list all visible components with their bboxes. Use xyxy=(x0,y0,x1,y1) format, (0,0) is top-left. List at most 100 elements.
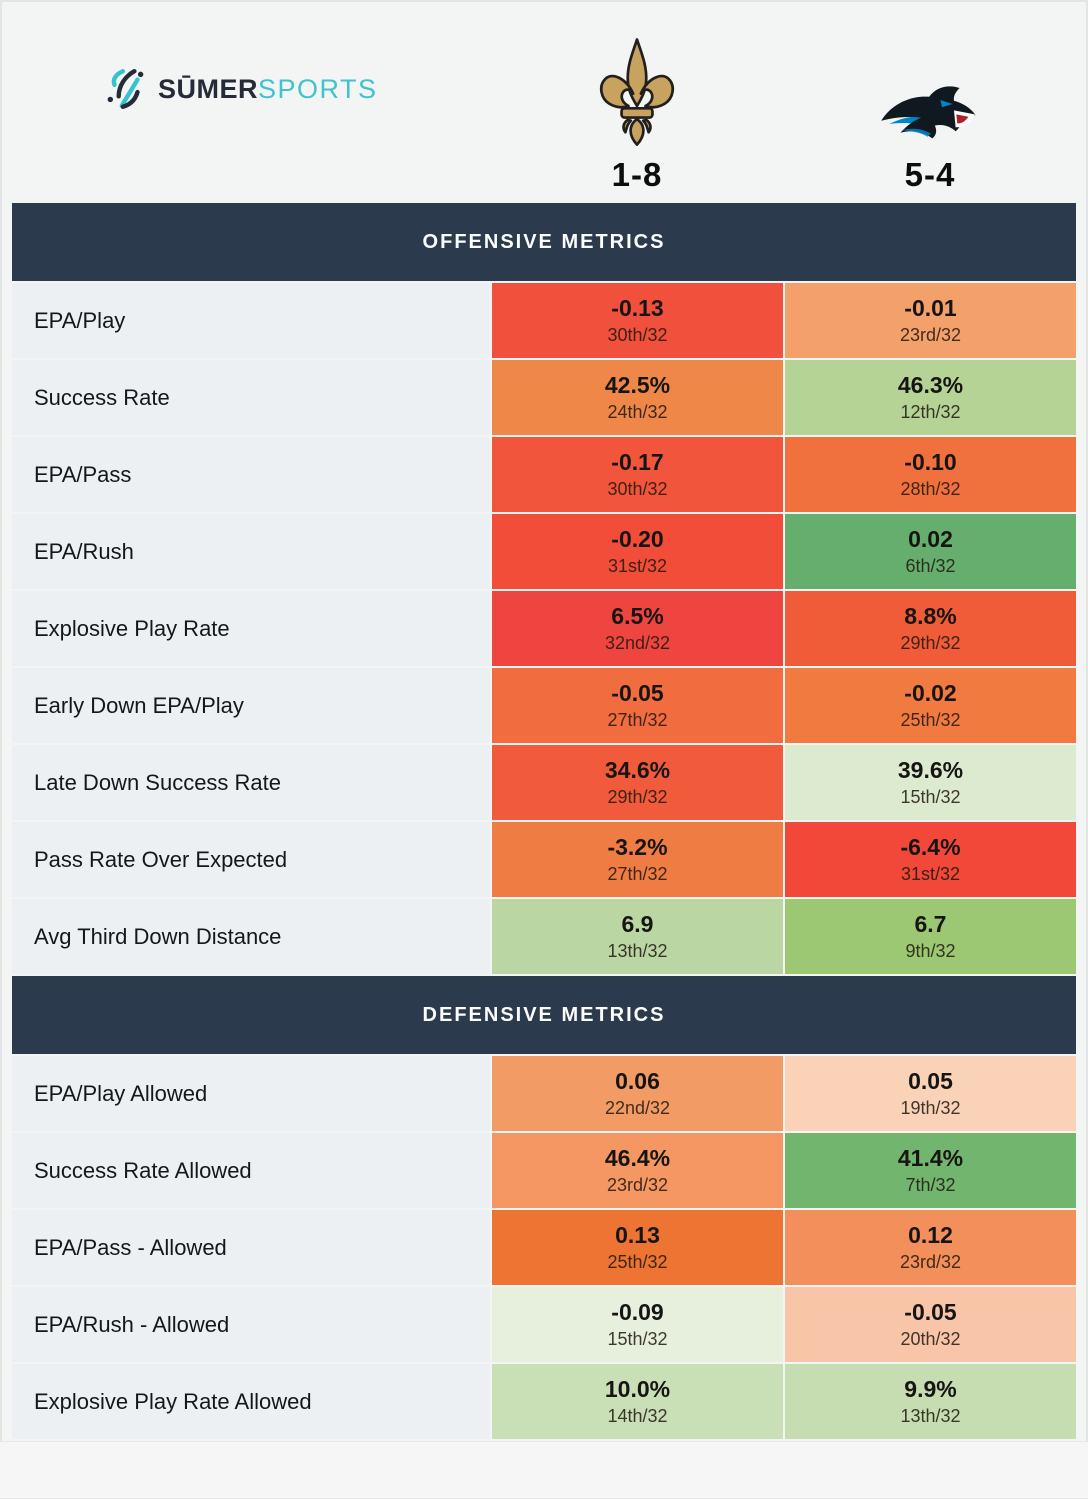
saints-value-cell: -0.13 30th/32 xyxy=(492,283,783,358)
brand-logo: SŪMERSPORTS xyxy=(103,66,378,112)
saints-value-cell: 10.0% 14th/32 xyxy=(492,1364,783,1439)
metric-value: 6.7 xyxy=(914,911,947,938)
metric-row: Success Rate 42.5% 24th/32 46.3% 12th/32 xyxy=(12,360,1076,435)
metric-rank: 27th/32 xyxy=(607,709,668,730)
section-rows: EPA/Play -0.13 30th/32 -0.01 23rd/32 Suc… xyxy=(12,283,1076,974)
section-rows: EPA/Play Allowed 0.06 22nd/32 0.05 19th/… xyxy=(12,1056,1076,1439)
panthers-value-cell: -0.02 25th/32 xyxy=(785,668,1076,743)
metric-rank: 15th/32 xyxy=(607,1328,668,1349)
saints-value-cell: -0.09 15th/32 xyxy=(492,1287,783,1362)
saints-fleur-de-lis-icon xyxy=(599,38,675,146)
saints-value-cell: 6.5% 32nd/32 xyxy=(492,591,783,666)
metric-rank: 6th/32 xyxy=(905,555,956,576)
metric-rank: 25th/32 xyxy=(900,709,961,730)
metric-label: EPA/Play Allowed xyxy=(12,1056,490,1131)
section-header: DEFENSIVE METRICS xyxy=(12,976,1076,1054)
sumer-sports-icon xyxy=(107,69,144,109)
metric-rank: 24th/32 xyxy=(607,401,668,422)
metric-value: 39.6% xyxy=(897,757,964,784)
metric-label: Early Down EPA/Play xyxy=(12,668,490,743)
metric-value: 8.8% xyxy=(904,603,957,630)
metric-row: EPA/Pass - Allowed 0.13 25th/32 0.12 23r… xyxy=(12,1210,1076,1285)
metric-value: -0.13 xyxy=(611,295,664,322)
metric-label: Success Rate xyxy=(12,360,490,435)
metric-row: Avg Third Down Distance 6.9 13th/32 6.7 … xyxy=(12,899,1076,974)
saints-record: 1-8 xyxy=(611,156,663,193)
metric-value: 0.12 xyxy=(908,1222,953,1249)
saints-value-cell: -0.17 30th/32 xyxy=(492,437,783,512)
metric-rank: 31st/32 xyxy=(607,555,668,576)
saints-logo-box xyxy=(547,32,727,150)
metric-value: -0.09 xyxy=(611,1299,664,1326)
metric-rank: 32nd/32 xyxy=(604,632,671,653)
metric-label: Success Rate Allowed xyxy=(12,1133,490,1208)
metric-row: Explosive Play Rate Allowed 10.0% 14th/3… xyxy=(12,1364,1076,1439)
metric-label: EPA/Pass xyxy=(12,437,490,512)
panthers-value-cell: -6.4% 31st/32 xyxy=(785,822,1076,897)
section-header: OFFENSIVE METRICS xyxy=(12,203,1076,281)
panthers-value-cell: 8.8% 29th/32 xyxy=(785,591,1076,666)
metric-rank: 7th/32 xyxy=(905,1174,956,1195)
metric-value: -0.05 xyxy=(904,1299,957,1326)
metric-label: Explosive Play Rate Allowed xyxy=(12,1364,490,1439)
metric-value: -6.4% xyxy=(900,834,961,861)
metrics-section-defensive: DEFENSIVE METRICS EPA/Play Allowed 0.06 … xyxy=(12,976,1076,1439)
metric-label: EPA/Rush - Allowed xyxy=(12,1287,490,1362)
metric-rank: 28th/32 xyxy=(900,478,961,499)
footer-strip xyxy=(0,1441,1088,1498)
metric-value: 10.0% xyxy=(604,1376,671,1403)
team-panthers: 5-4 xyxy=(840,32,1020,194)
team-saints: 1-8 xyxy=(547,32,727,194)
metric-rank: 27th/32 xyxy=(607,863,668,884)
panthers-value-cell: -0.10 28th/32 xyxy=(785,437,1076,512)
metric-row: Early Down EPA/Play -0.05 27th/32 -0.02 … xyxy=(12,668,1076,743)
metric-row: EPA/Rush -0.20 31st/32 0.02 6th/32 xyxy=(12,514,1076,589)
metric-value: 42.5% xyxy=(604,372,671,399)
metric-value: 0.13 xyxy=(615,1222,660,1249)
metric-value: 6.5% xyxy=(611,603,664,630)
brand-word-sports: SPORTS xyxy=(258,73,378,104)
metric-label: EPA/Rush xyxy=(12,514,490,589)
metric-rank: 13th/32 xyxy=(900,1405,961,1426)
panthers-logo-box xyxy=(840,32,1020,150)
metric-label: Pass Rate Over Expected xyxy=(12,822,490,897)
panthers-value-cell: 46.3% 12th/32 xyxy=(785,360,1076,435)
metric-value: -0.10 xyxy=(904,449,957,476)
metric-rank: 22nd/32 xyxy=(604,1097,671,1118)
metric-value: 0.06 xyxy=(615,1068,660,1095)
metric-rank: 9th/32 xyxy=(905,940,956,961)
metric-value: 46.3% xyxy=(897,372,964,399)
metric-row: EPA/Rush - Allowed -0.09 15th/32 -0.05 2… xyxy=(12,1287,1076,1362)
panthers-value-cell: 39.6% 15th/32 xyxy=(785,745,1076,820)
section-title: OFFENSIVE METRICS xyxy=(422,230,666,253)
metric-rank: 25th/32 xyxy=(607,1251,668,1272)
metric-value: -0.05 xyxy=(611,680,664,707)
brand-wordmark: SŪMERSPORTS xyxy=(158,74,378,105)
metric-value: 0.02 xyxy=(908,526,953,553)
metric-rank: 29th/32 xyxy=(900,632,961,653)
saints-value-cell: -0.05 27th/32 xyxy=(492,668,783,743)
metric-rank: 19th/32 xyxy=(900,1097,961,1118)
panthers-value-cell: 0.02 6th/32 xyxy=(785,514,1076,589)
metric-row: Explosive Play Rate 6.5% 32nd/32 8.8% 29… xyxy=(12,591,1076,666)
metric-value: 6.9 xyxy=(621,911,654,938)
metric-rank: 23rd/32 xyxy=(606,1174,669,1195)
metric-row: Late Down Success Rate 34.6% 29th/32 39.… xyxy=(12,745,1076,820)
header: SŪMERSPORTS 1-8 xyxy=(0,0,1088,203)
metric-value: 34.6% xyxy=(604,757,671,784)
panthers-value-cell: 9.9% 13th/32 xyxy=(785,1364,1076,1439)
metric-row: EPA/Play Allowed 0.06 22nd/32 0.05 19th/… xyxy=(12,1056,1076,1131)
saints-value-cell: 6.9 13th/32 xyxy=(492,899,783,974)
metric-rank: 12th/32 xyxy=(900,401,961,422)
metric-value: -0.02 xyxy=(904,680,957,707)
metric-row: EPA/Play -0.13 30th/32 -0.01 23rd/32 xyxy=(12,283,1076,358)
metric-rank: 13th/32 xyxy=(607,940,668,961)
panthers-value-cell: -0.01 23rd/32 xyxy=(785,283,1076,358)
metric-rank: 31st/32 xyxy=(900,863,961,884)
metrics-section-offensive: OFFENSIVE METRICS EPA/Play -0.13 30th/32… xyxy=(12,203,1076,974)
metric-rank: 15th/32 xyxy=(900,786,961,807)
metric-row: EPA/Pass -0.17 30th/32 -0.10 28th/32 xyxy=(12,437,1076,512)
metrics-table: OFFENSIVE METRICS EPA/Play -0.13 30th/32… xyxy=(12,203,1076,1439)
panthers-value-cell: 0.12 23rd/32 xyxy=(785,1210,1076,1285)
metric-value: -0.20 xyxy=(611,526,664,553)
